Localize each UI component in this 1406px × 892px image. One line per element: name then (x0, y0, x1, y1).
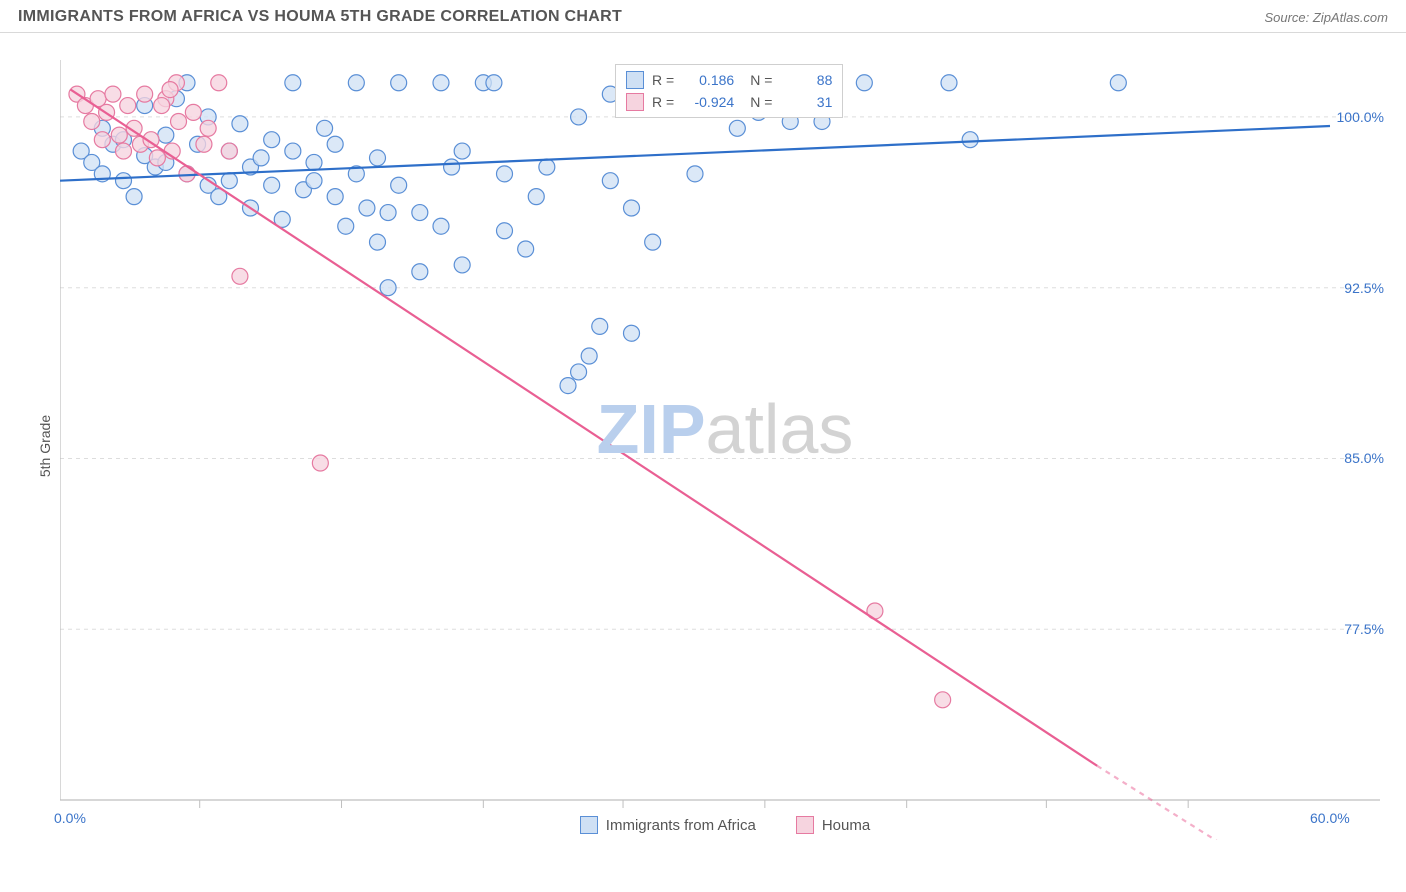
y-axis-label: 5th Grade (37, 415, 53, 477)
legend-label: Immigrants from Africa (606, 817, 756, 834)
scatter-chart (60, 50, 1390, 840)
legend-item-series1: Immigrants from Africa (580, 816, 756, 834)
header: IMMIGRANTS FROM AFRICA VS HOUMA 5TH GRAD… (0, 0, 1406, 33)
series-legend: Immigrants from Africa Houma (60, 816, 1390, 834)
legend-swatch-icon (796, 816, 814, 834)
legend-swatch-icon (580, 816, 598, 834)
legend-row-series2: R = -0.924 N = 31 (626, 91, 832, 113)
y-tick-label: 92.5% (1344, 280, 1384, 296)
legend-row-series1: R = 0.186 N = 88 (626, 69, 832, 91)
y-tick-label: 85.0% (1344, 450, 1384, 466)
chart-area: ZIPatlas R = 0.186 N = 88 R = -0.924 N =… (60, 50, 1390, 840)
legend-label: Houma (822, 817, 870, 834)
y-tick-label: 100.0% (1337, 109, 1384, 125)
correlation-legend: R = 0.186 N = 88 R = -0.924 N = 31 (615, 64, 843, 118)
y-tick-label: 77.5% (1344, 621, 1384, 637)
chart-title: IMMIGRANTS FROM AFRICA VS HOUMA 5TH GRAD… (18, 8, 622, 26)
legend-swatch-series1 (626, 71, 644, 89)
x-tick-label: 60.0% (1310, 810, 1350, 826)
x-tick-label: 0.0% (54, 810, 86, 826)
legend-swatch-series2 (626, 93, 644, 111)
chart-source: Source: ZipAtlas.com (1264, 10, 1388, 25)
legend-item-series2: Houma (796, 816, 870, 834)
